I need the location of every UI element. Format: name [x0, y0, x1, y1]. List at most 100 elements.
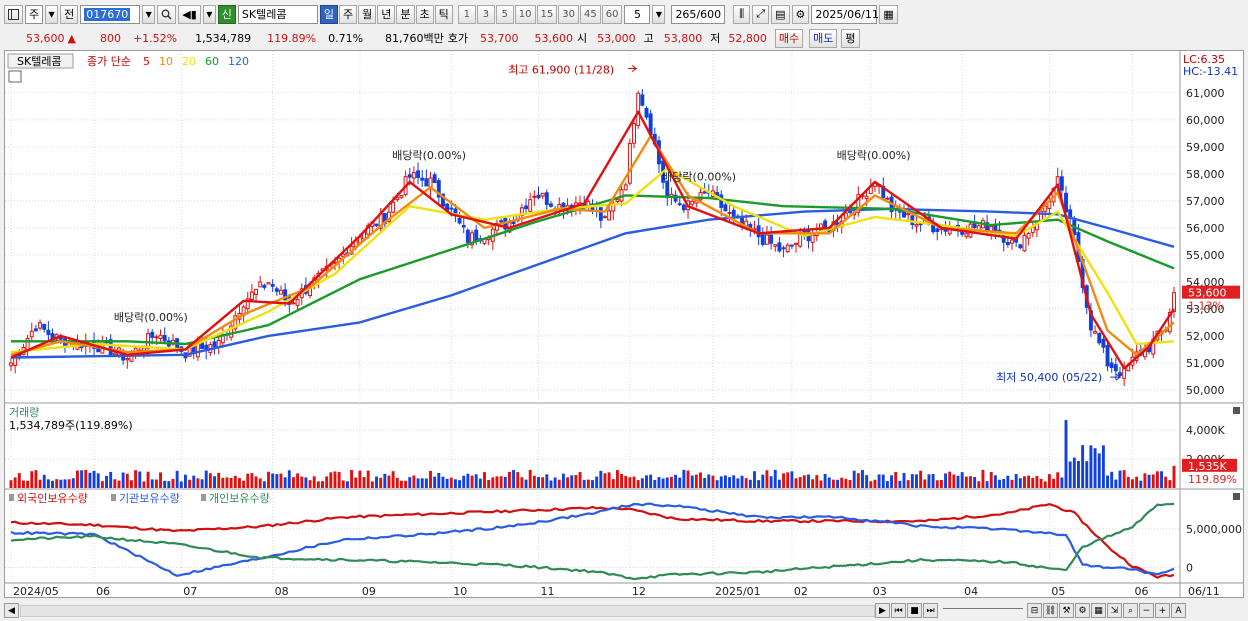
volume-value-text: 1,534,789주(119.89%) — [9, 419, 133, 432]
zoom-out-icon[interactable]: − — [1139, 603, 1154, 618]
volume-bar — [38, 479, 42, 488]
y-tick-label: 61,000 — [1186, 87, 1225, 100]
speaker-icon[interactable]: ◀▮ — [178, 4, 201, 24]
first-page-icon[interactable]: ⏮ — [891, 603, 906, 618]
candle-body — [698, 192, 703, 201]
volume-bar — [840, 477, 844, 488]
volume-bar — [179, 481, 183, 488]
dividend-label: 배당락(0.00%) — [837, 149, 911, 162]
stop-icon[interactable]: ■ — [907, 603, 922, 618]
candle-body — [640, 94, 645, 106]
period-kind-select[interactable]: 주 — [25, 4, 44, 24]
volume-bar — [142, 481, 146, 488]
eval-button[interactable]: 평 — [841, 28, 860, 48]
volume-bar — [350, 469, 354, 488]
interval-button-0[interactable]: 1 — [457, 4, 476, 24]
period-tab-6[interactable]: 틱 — [434, 4, 453, 24]
interval-button-1[interactable]: 3 — [476, 4, 495, 24]
export-icon[interactable]: ⇲ — [1107, 603, 1122, 618]
volume-bar — [877, 474, 881, 488]
zoom-in-icon[interactable]: + — [1155, 603, 1170, 618]
holdings-tick-label: 0 — [1186, 562, 1193, 575]
candle-body — [511, 221, 516, 225]
search-icon[interactable] — [157, 4, 177, 24]
volume-bar — [424, 478, 428, 488]
interval-input[interactable]: 5 — [624, 4, 651, 24]
volume-bar — [491, 477, 495, 488]
volume-bar — [9, 480, 13, 488]
interval-button-7[interactable]: 60 — [601, 4, 623, 24]
gear-icon[interactable]: ⚙ — [791, 4, 810, 24]
gear-icon[interactable]: ⚙ — [1075, 603, 1090, 618]
count-field[interactable]: 265/600 — [671, 4, 726, 24]
chevron-down-icon[interactable]: ▼ — [202, 4, 216, 24]
period-tab-0[interactable]: 일 — [319, 4, 339, 24]
horizontal-scrollbar[interactable] — [20, 604, 875, 617]
stock-code-input[interactable]: 017670 — [80, 4, 141, 24]
interval-button-4[interactable]: 15 — [536, 4, 558, 24]
volume-bar — [478, 478, 482, 488]
current-price-tag-text: 53,600 — [1188, 287, 1227, 300]
period-tab-5[interactable]: 초 — [415, 4, 434, 24]
date-input[interactable]: 2025/06/11 — [811, 4, 879, 24]
font-size-icon[interactable]: A — [1171, 603, 1186, 618]
interval-button-2[interactable]: 5 — [495, 4, 514, 24]
print-icon[interactable]: ▤ — [771, 4, 790, 24]
volume-bar — [561, 473, 565, 488]
volume-bar — [1018, 478, 1022, 488]
stock-name-field[interactable]: SK텔레콤 — [237, 4, 318, 24]
volume-bar — [591, 480, 594, 488]
tool-icon[interactable]: ⚒ — [1059, 603, 1074, 618]
chart-canvas[interactable]: 50,000 51,000 52,000 53,000 54,000 55,000 56,0… — [5, 51, 1243, 598]
table-icon[interactable]: ▦ — [1091, 603, 1106, 618]
calendar-icon[interactable]: ▦ — [879, 4, 898, 24]
volume-bar — [807, 474, 810, 488]
volume-bar — [649, 474, 653, 488]
interval-button-6[interactable]: 45 — [579, 4, 601, 24]
period-tab-2[interactable]: 월 — [358, 4, 377, 24]
last-page-icon[interactable]: ⏭ — [923, 603, 938, 618]
zoom-slider[interactable] — [943, 607, 1023, 614]
volume-bar — [669, 476, 673, 488]
sell-button[interactable]: 매도 — [809, 28, 838, 48]
candle-body — [906, 212, 911, 216]
interval-button-3[interactable]: 10 — [514, 4, 536, 24]
candle-body — [254, 288, 259, 295]
period-tab-4[interactable]: 분 — [396, 4, 415, 24]
volume-bar — [586, 479, 590, 488]
buy-button[interactable]: 매수 — [774, 28, 804, 48]
chevron-down-icon[interactable]: ▼ — [142, 4, 156, 24]
volume-bar — [316, 481, 320, 488]
period-tab-3[interactable]: 년 — [377, 4, 396, 24]
candle-body — [341, 253, 346, 258]
volume-bar — [279, 473, 283, 488]
volume-bar — [831, 479, 835, 488]
volume-bar — [794, 478, 798, 488]
candle-body — [1105, 344, 1110, 367]
prev-button[interactable]: 전 — [60, 4, 79, 24]
y-tick-label: 58,000 — [1186, 168, 1225, 181]
y-tick-label: 59,000 — [1186, 141, 1225, 154]
candle-type-icon[interactable]: ⫼ — [733, 4, 751, 24]
candle-body — [333, 261, 337, 264]
new-badge[interactable]: 신 — [217, 4, 236, 24]
volume-bar — [441, 476, 445, 488]
link-icon[interactable]: ⛓ — [1043, 603, 1058, 618]
zoom-search-icon[interactable]: ⌕ — [1123, 603, 1138, 618]
chevron-down-icon[interactable]: ▼ — [652, 4, 666, 24]
fit-icon[interactable]: ⊟ — [1027, 603, 1042, 618]
volume-bar — [973, 476, 977, 488]
window-layout-icon[interactable] — [4, 4, 23, 24]
chevron-down-icon[interactable]: ▼ — [45, 4, 59, 24]
volume-bar — [694, 474, 698, 488]
volume-bar — [873, 479, 877, 488]
volume-bar — [300, 476, 304, 488]
candle-body — [789, 244, 794, 247]
interval-button-5[interactable]: 30 — [558, 4, 579, 24]
period-tab-1[interactable]: 주 — [339, 4, 358, 24]
draw-tool-icon[interactable]: ⤢ — [752, 4, 770, 24]
scroll-left-icon[interactable]: ◀ — [4, 603, 19, 618]
candle-body — [258, 281, 263, 288]
volume-bar — [1155, 471, 1159, 488]
scroll-right-icon[interactable]: ▶ — [875, 603, 890, 618]
